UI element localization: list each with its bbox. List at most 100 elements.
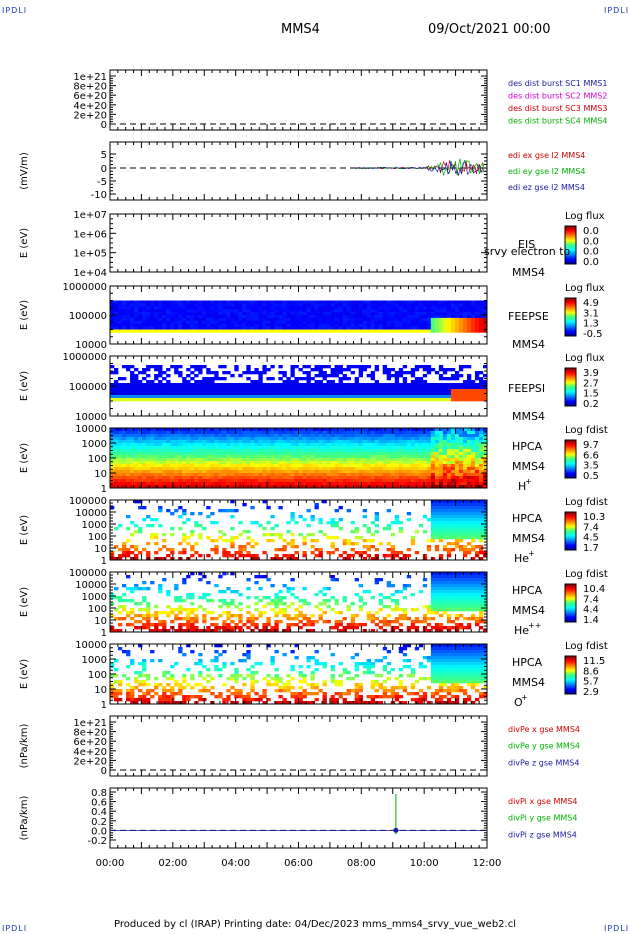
spectrogram-cell (142, 386, 147, 390)
spectrogram-cell (390, 461, 396, 465)
spectrogram-cell (126, 320, 131, 324)
spectrogram-cell (302, 383, 307, 387)
spectrogram-cell (286, 452, 291, 456)
spectrogram-cell (478, 464, 484, 468)
spectrogram-cell (474, 303, 480, 307)
spectrogram-cell (310, 539, 315, 543)
spectrogram-cell (354, 434, 359, 438)
spectrogram-cell (270, 300, 275, 304)
spectrogram-cell (278, 389, 283, 393)
spectrogram-cell (206, 485, 211, 489)
spectrogram-cell (294, 464, 299, 468)
spectrogram-cell (222, 309, 227, 313)
spectrogram-cell (254, 557, 259, 561)
spectrogram-cell (458, 300, 464, 304)
spectrogram-cell (398, 386, 404, 390)
spectrogram-cell (122, 449, 127, 453)
spectrogram-cell (418, 386, 424, 390)
spectrogram-cell (382, 300, 388, 304)
spectrogram-cell (162, 557, 167, 561)
spectrogram-cell (442, 306, 448, 310)
spectrogram-cell (338, 371, 343, 375)
spectrogram-cell (418, 365, 424, 369)
spectrogram-cell (418, 431, 424, 435)
spectrogram-cell (262, 452, 267, 456)
spectrogram-cell (278, 428, 283, 432)
spectrogram-cell (282, 303, 287, 307)
spectrogram-cell (458, 473, 464, 477)
spectrogram-cell (330, 479, 335, 483)
spectrogram-cell (118, 440, 123, 444)
spectrogram-cell (214, 539, 219, 543)
spectrogram-cell (198, 300, 203, 304)
spectrogram-cell (438, 312, 444, 316)
spectrogram-cell (186, 461, 191, 465)
spectrogram-cell (474, 452, 480, 456)
spectrogram-cell (366, 306, 371, 310)
spectrogram-cell (414, 485, 420, 489)
spectrogram-cell (394, 476, 400, 480)
spectrogram-cell (334, 509, 339, 513)
spectrogram-cell (422, 326, 428, 330)
spectrogram-cell (354, 482, 359, 486)
spectrogram-cell (422, 383, 428, 387)
spectrogram-cell (338, 485, 343, 489)
spectrogram-cell (138, 312, 143, 316)
spectrogram-cell (178, 551, 183, 555)
spectrogram-cell (278, 386, 283, 390)
spectrogram-cell (158, 443, 163, 447)
spectrogram-cell (202, 455, 207, 459)
spectrogram-cell (334, 473, 339, 477)
spectrogram-cell (446, 368, 452, 372)
spectrogram-cell (398, 303, 404, 307)
spectrogram-cell (354, 395, 359, 399)
spectrogram-cell (354, 461, 359, 465)
spectrogram-cell (210, 539, 215, 543)
spectrogram-cell (438, 323, 444, 327)
spectrogram-cell (422, 530, 428, 534)
spectrogram-cell (382, 317, 388, 322)
spectrogram-cell (154, 377, 159, 381)
spectrogram-cell (402, 312, 408, 316)
spectrogram-cell (182, 431, 187, 435)
spectrogram-cell (390, 446, 396, 450)
spectrogram-cell (130, 317, 135, 322)
spectrogram-cell (254, 320, 259, 324)
spectrogram-cell (322, 392, 327, 396)
spectrogram-cell (378, 449, 384, 453)
spacecraft-label: MMS4 (512, 338, 545, 351)
spectrogram-cell (206, 392, 211, 396)
spectrogram-cell (270, 458, 275, 462)
spectrogram-cell (326, 476, 331, 480)
spectrogram-cell (242, 554, 247, 558)
spectrogram-cell (162, 383, 167, 387)
spectrogram-cell (342, 386, 347, 390)
colorbar-tick-label: 0.5 (583, 471, 599, 482)
spectrogram-cell (478, 431, 484, 435)
spectrogram-cell (374, 470, 380, 474)
spectrogram-cell (258, 312, 263, 316)
spectrogram-cell (178, 315, 183, 319)
spectrogram-cell (478, 383, 484, 387)
spectrogram-cell (454, 461, 460, 465)
spectrogram-cell (282, 479, 287, 483)
spectrogram-cell (182, 449, 187, 453)
spectrogram-cell (126, 326, 131, 330)
spectrogram-cell (322, 458, 327, 462)
spectrogram-cell (322, 395, 327, 399)
spectrogram-cell (426, 452, 432, 456)
spectrogram-cell (290, 386, 295, 390)
spectrogram-cell (290, 374, 295, 378)
spectrogram-cell (266, 464, 271, 468)
spectrogram-cell (286, 386, 291, 390)
spectrogram-cell (342, 395, 347, 399)
spectrogram-cell (246, 464, 251, 468)
spectrogram-cell (470, 479, 476, 483)
spectrogram-cell (418, 377, 424, 381)
spectrogram-cell (374, 320, 380, 324)
spectrogram-cell (446, 323, 452, 327)
spectrogram-cell (394, 315, 400, 319)
spectrogram-cell (338, 518, 343, 522)
spectrogram-cell (378, 431, 384, 435)
y-tick-label: 100000 (69, 311, 107, 322)
